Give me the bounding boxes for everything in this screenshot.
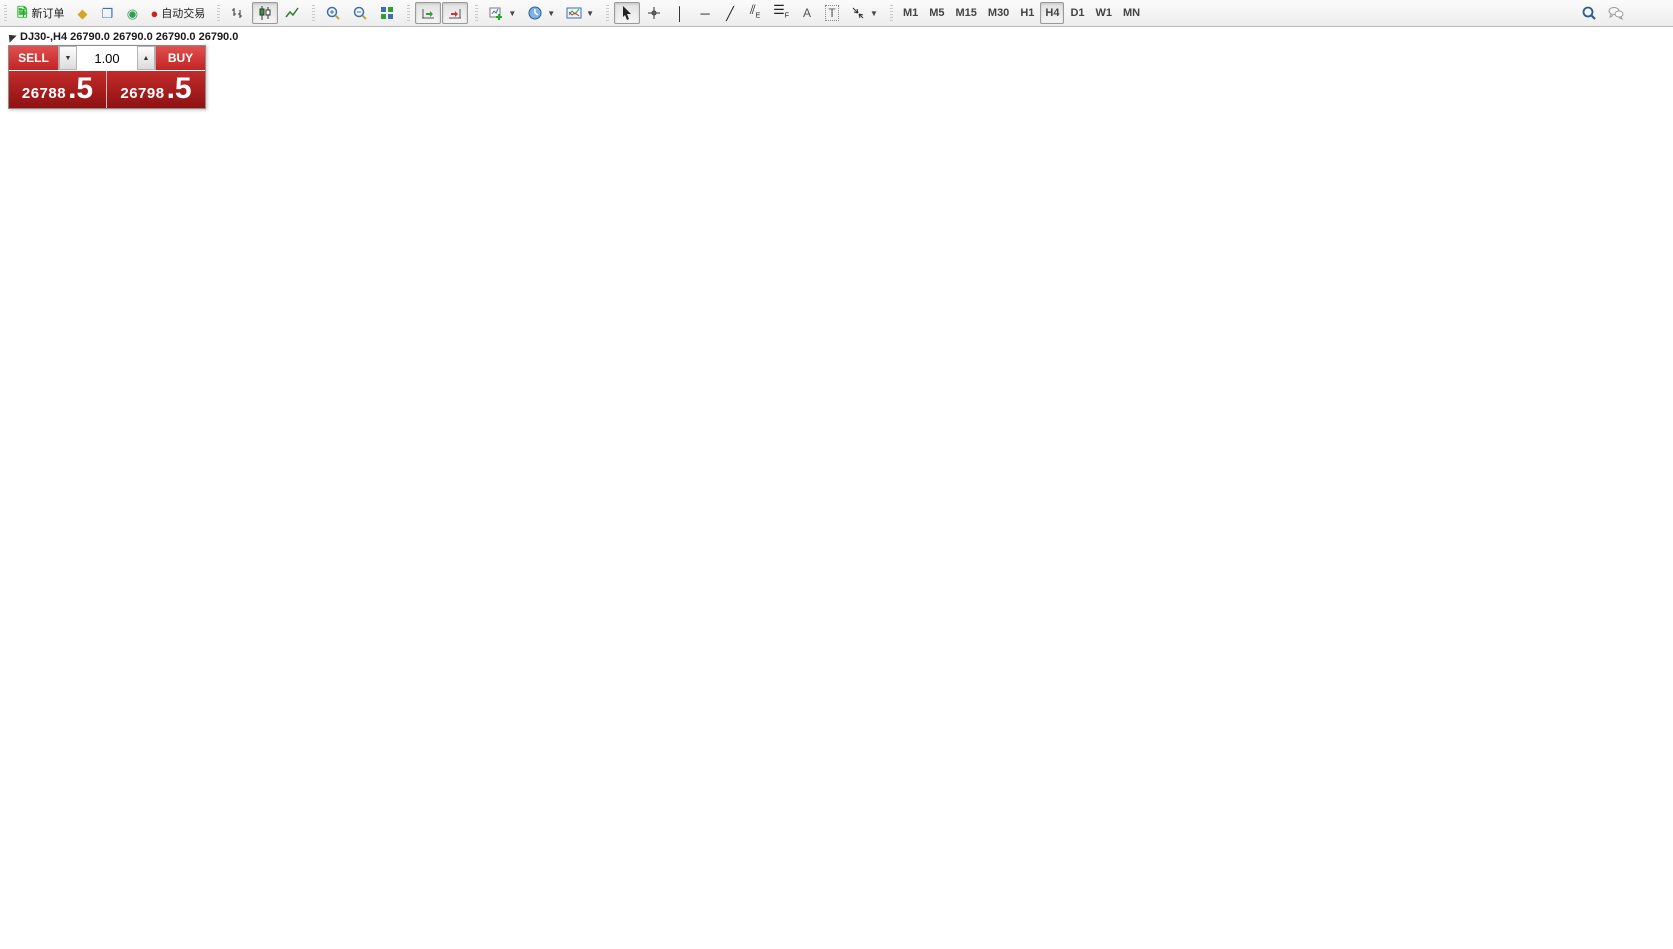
channel-button[interactable]: ⫽E xyxy=(743,2,767,24)
line-chart-button[interactable] xyxy=(279,2,305,24)
trendline-icon: ╱ xyxy=(726,5,734,21)
crosshair-icon xyxy=(648,7,661,19)
new-chart-icon xyxy=(489,7,503,20)
indicators-icon xyxy=(566,7,582,19)
equidistant-channel-icon: ⫽E xyxy=(749,2,761,20)
volume-input[interactable]: 1.00 xyxy=(94,50,120,66)
zoom-in-icon xyxy=(327,6,341,20)
one-click-trading-panel: SELL ▼ 1.00 ▲ BUY 26788 .5 26798 .5 xyxy=(8,45,206,109)
bar-chart-icon xyxy=(232,8,243,18)
label-tool-icon: T xyxy=(825,5,839,21)
candlestick-chart-button[interactable] xyxy=(252,2,279,24)
auto-scroll-button[interactable] xyxy=(415,2,442,24)
new-order-icon: 🗎＋ xyxy=(17,4,29,20)
label-tool-button[interactable]: T xyxy=(820,2,844,24)
line-chart-icon xyxy=(285,7,299,18)
indicators-button[interactable]: ▼ xyxy=(561,2,599,24)
period-button[interactable]: ▼ xyxy=(522,2,560,24)
sell-price[interactable]: 26788 .5 xyxy=(9,71,107,108)
chevron-up-icon: ▲ xyxy=(142,54,150,62)
autotrading-button[interactable]: ● 自动交易 xyxy=(145,2,210,24)
buy-price[interactable]: 26798 .5 xyxy=(107,71,205,108)
fibonacci-icon: ☰F xyxy=(773,2,790,20)
timeframe-d1[interactable]: D1 xyxy=(1070,7,1085,19)
zoom-out-icon xyxy=(354,6,368,20)
volume-decrease-button[interactable]: ▼ xyxy=(59,46,77,70)
buy-button[interactable]: BUY xyxy=(156,46,205,70)
zoom-out-button[interactable] xyxy=(347,2,373,24)
dropdown-arrow-icon: ▼ xyxy=(586,8,595,18)
dropdown-arrow-icon: ▼ xyxy=(508,8,517,18)
cursor-button[interactable] xyxy=(614,2,641,24)
sound-icon: ◉ xyxy=(126,5,139,21)
timeframe-h4[interactable]: H4 xyxy=(1040,2,1065,24)
autotrading-icon: ● xyxy=(150,5,159,21)
chart-canvas[interactable] xyxy=(0,27,1673,949)
timeframe-h1[interactable]: H1 xyxy=(1020,7,1035,19)
main-toolbar: 🗎＋ 新订单 ◆ ❐ ◉ ● 自动交易 xyxy=(0,0,1673,27)
crosshair-button[interactable] xyxy=(641,2,667,24)
sell-price-main: 26788 xyxy=(21,85,67,102)
fibonacci-button[interactable]: ☰F xyxy=(768,2,794,24)
toolbar-group-timeframes: M1 M5 M15 M30 H1 H4 D1 W1 MN xyxy=(887,2,1148,24)
buy-price-fraction: .5 xyxy=(166,72,192,105)
hline-icon: ─ xyxy=(700,5,710,21)
vline-icon: │ xyxy=(676,5,685,21)
horizontal-line-button[interactable]: ─ xyxy=(693,2,717,24)
new-order-button[interactable]: 🗎＋ 新订单 xyxy=(12,2,69,24)
trendline-button[interactable]: ╱ xyxy=(718,2,742,24)
period-clock-icon xyxy=(528,6,542,20)
chat-button[interactable] xyxy=(1603,2,1629,24)
dropdown-arrow-icon: ▼ xyxy=(547,8,556,18)
search-button[interactable] xyxy=(1576,2,1602,24)
timeframe-mn[interactable]: MN xyxy=(1123,7,1141,19)
toolbar-group-drawing: │ ─ ╱ ⫽E ☰F A T ▼ xyxy=(603,2,886,24)
chevron-down-icon: ▼ xyxy=(64,54,72,62)
dropdown-arrow-icon: ▼ xyxy=(870,8,878,18)
text-tool-button[interactable]: A xyxy=(795,2,819,24)
chart-window-icon: ❐ xyxy=(101,5,114,21)
sound-alert-button[interactable]: ◉ xyxy=(120,2,144,24)
eraser-icon: ◆ xyxy=(77,5,88,21)
new-chart-button[interactable]: ▼ xyxy=(483,2,521,24)
tile-windows-icon xyxy=(381,7,394,19)
timeframe-m5[interactable]: M5 xyxy=(929,7,945,19)
cursor-icon xyxy=(623,6,632,20)
buy-price-main: 26798 xyxy=(120,85,165,102)
timeframe-w1[interactable]: W1 xyxy=(1095,7,1113,19)
eraser-button[interactable]: ◆ xyxy=(70,2,94,24)
shapes-arrows-icon xyxy=(852,7,864,19)
shapes-button[interactable]: ▼ xyxy=(845,2,883,24)
toolbar-group-orders: 🗎＋ 新订单 ◆ ❐ ◉ ● 自动交易 xyxy=(4,2,213,24)
tile-windows-button[interactable] xyxy=(374,2,400,24)
zoom-in-button[interactable] xyxy=(320,2,346,24)
timeframe-m30[interactable]: M30 xyxy=(987,7,1010,19)
search-icon xyxy=(1582,6,1596,20)
toolbar-group-zoom xyxy=(309,2,403,24)
toolbar-group-scroll xyxy=(404,2,471,24)
vertical-line-button[interactable]: │ xyxy=(668,2,692,24)
text-tool-icon: A xyxy=(803,6,812,20)
candlestick-icon xyxy=(259,6,271,20)
autotrading-label: 自动交易 xyxy=(161,8,206,20)
timeframe-m1[interactable]: M1 xyxy=(902,7,919,19)
timeframe-m15[interactable]: M15 xyxy=(955,7,977,19)
bar-chart-button[interactable] xyxy=(225,2,251,24)
sell-button[interactable]: SELL xyxy=(9,46,58,70)
volume-increase-button[interactable]: ▲ xyxy=(137,46,155,70)
chat-bubbles-icon xyxy=(1608,7,1624,21)
chart-window-button[interactable]: ❐ xyxy=(95,2,119,24)
new-order-label: 新订单 xyxy=(31,8,65,20)
chart-shift-button[interactable] xyxy=(442,2,469,24)
chart-symbol-label: DJ30-,H4 26790.0 26790.0 26790.0 26790.0 xyxy=(20,31,239,43)
auto-scroll-icon xyxy=(422,9,435,19)
sell-price-fraction: .5 xyxy=(68,72,94,105)
toolbar-group-objects: ▼ ▼ ▼ xyxy=(472,2,602,24)
toolbar-group-charttype xyxy=(214,2,308,24)
chart-shift-icon xyxy=(449,9,462,19)
volume-stepper: ▼ 1.00 ▲ xyxy=(58,46,156,70)
